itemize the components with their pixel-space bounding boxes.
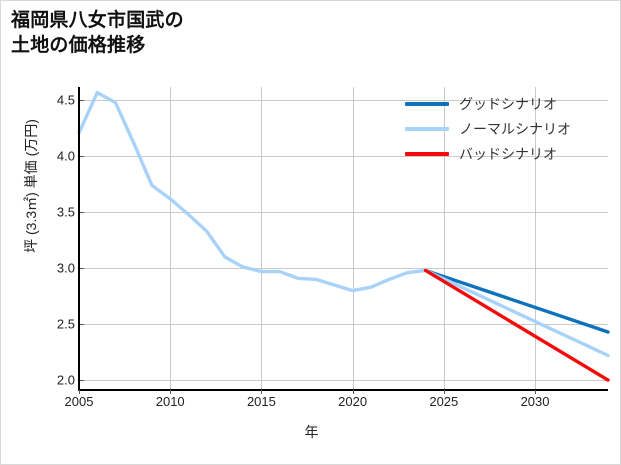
y-tick-label: 4.0 — [56, 148, 75, 164]
y-tick-mark — [80, 156, 84, 158]
y-tick-mark — [80, 212, 84, 214]
legend-label: グッドシナリオ — [459, 95, 557, 112]
x-tick-mark — [352, 390, 354, 394]
x-tick-mark — [443, 390, 445, 394]
gridline — [79, 212, 608, 214]
x-tick-mark — [170, 390, 172, 394]
y-tick-label: 4.5 — [56, 92, 75, 108]
gridline — [535, 87, 537, 389]
series-lines — [77, 90, 610, 382]
gridline — [79, 268, 608, 270]
plot-background — [79, 87, 608, 389]
gridline — [352, 87, 354, 389]
series-line — [77, 90, 428, 293]
y-tick-label: 2.0 — [56, 372, 75, 388]
x-tick-mark — [261, 390, 263, 394]
x-tick-label: 2015 — [246, 394, 276, 409]
legend-item[interactable]: グッドシナリオ — [405, 91, 620, 116]
y-axis-spine — [78, 87, 80, 390]
x-tick-mark — [535, 390, 537, 394]
y-tick-label: 3.0 — [56, 260, 75, 276]
x-tick-mark — [79, 390, 80, 394]
page-title: 福岡県八女市国武の 土地の価格推移 — [11, 10, 184, 57]
gridline — [170, 87, 172, 389]
y-tick-label: 2.5 — [56, 316, 75, 332]
legend-label: バッドシナリオ — [459, 145, 557, 162]
gridline — [443, 87, 445, 389]
gridline — [79, 324, 608, 326]
legend-item[interactable]: バッドシナリオ — [405, 141, 620, 166]
series-line — [423, 268, 610, 358]
legend-color-swatch — [405, 101, 449, 106]
x-axis-title: 年 — [304, 424, 319, 440]
gridline — [261, 87, 263, 389]
x-tick-label: 2030 — [520, 394, 550, 409]
x-tick-label: 2005 — [64, 394, 94, 409]
y-axis-tick-labels: 4.5 4.0 3.5 3.0 2.5 2.0 — [33, 1, 75, 464]
x-tick-label: 2025 — [429, 394, 459, 409]
gridline — [79, 380, 608, 382]
gridline — [79, 156, 608, 158]
x-tick-label: 2010 — [155, 394, 185, 409]
x-axis-spine — [78, 389, 608, 391]
y-tick-mark — [80, 324, 84, 326]
y-tick-mark — [80, 100, 84, 102]
gridline — [79, 100, 608, 102]
x-tick-label: 2020 — [338, 394, 368, 409]
y-tick-label: 3.5 — [56, 204, 75, 220]
legend-label: ノーマルシナリオ — [459, 120, 571, 137]
y-tick-mark — [80, 268, 84, 270]
series-line — [423, 268, 610, 334]
legend-color-swatch — [405, 126, 449, 131]
chart-legend: グッドシナリオ ノーマルシナリオ バッドシナリオ — [405, 91, 620, 166]
legend-item[interactable]: ノーマルシナリオ — [405, 116, 620, 141]
y-tick-mark — [80, 380, 84, 382]
series-line — [423, 268, 610, 382]
y-axis-title: 坪 (3.3㎡) 単価 (万円) — [23, 119, 39, 253]
legend-color-swatch — [405, 151, 449, 156]
